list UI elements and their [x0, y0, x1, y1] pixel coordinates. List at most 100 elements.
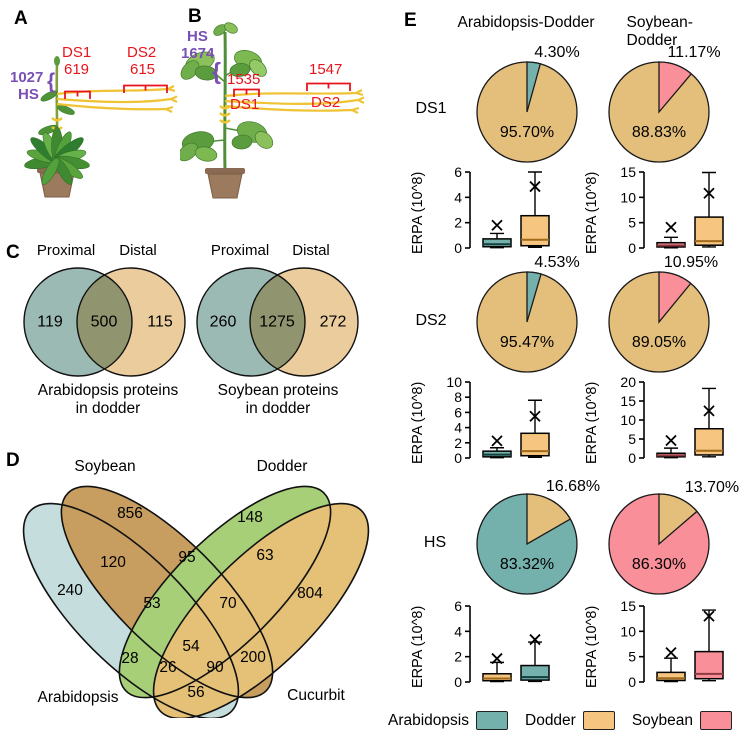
svg-text:10: 10: [620, 623, 636, 639]
svg-text:4: 4: [454, 623, 462, 639]
venn1-caption: Arabidopsis proteins in dodder: [37, 382, 179, 417]
panel-c-letter: C: [6, 242, 20, 263]
svg-text:0: 0: [454, 240, 462, 256]
pie-ds2-sd-slice-label: 10.95%: [663, 254, 719, 271]
panel-d-letter: D: [6, 450, 20, 471]
svg-text:10: 10: [620, 412, 636, 428]
pie-ds1-ad-slice-label: 4.30%: [534, 44, 580, 61]
svg-text:0: 0: [454, 450, 462, 466]
ds2-ad-y-axis-label: ERPA (10^8): [410, 381, 426, 465]
column-header-soybean-dodder: Soybean-Dodder: [626, 14, 693, 49]
hs-ad-y-axis-label: ERPA (10^8): [410, 605, 426, 689]
svg-text:5: 5: [628, 649, 636, 665]
venn2-right-set-label: Distal: [292, 242, 330, 259]
pie-ds1-sd-slice-label: 11.17%: [667, 44, 721, 61]
svg-text:15: 15: [620, 164, 636, 180]
venn1-right-set-label: Distal: [119, 242, 157, 259]
panel-a-ds1-bracket: [64, 90, 91, 99]
pie-ds2-sd-main-label: 89.05%: [631, 334, 687, 351]
pie-hs-sd-slice-label: 13.70%: [684, 479, 740, 496]
venn4-arab-cuc: 56: [187, 684, 204, 701]
legend-label-arabidopsis: Arabidopsis: [388, 711, 469, 729]
panel-b-ds2-label: DS2: [311, 94, 341, 111]
svg-text:15: 15: [620, 393, 636, 409]
boxplot-ds1-soybean-dodder: 0 5 10 15: [614, 164, 736, 267]
venn1-overlap-count: 500: [91, 314, 118, 331]
venn4-arab-dod-cuc: 26: [159, 659, 176, 676]
dodder-strands: [56, 85, 178, 113]
pie-ds1-sd-main-label: 88.83%: [631, 124, 687, 141]
panel-b-ds2-count: 1547: [309, 61, 343, 78]
svg-text:5: 5: [628, 431, 636, 447]
pie-chart-ds2-arabidopsis-dodder: [475, 270, 579, 374]
panel-a-ds2-label: DS2: [127, 44, 157, 61]
panel-b-ds1-label: DS1: [230, 96, 260, 113]
panel-a-hs-label: HS: [18, 86, 39, 103]
column-header-arabidopsis-dodder: Arabidopsis-Dodder: [457, 14, 595, 31]
venn4-arabidopsis-label: Arabidopsis: [37, 689, 119, 706]
legend: Arabidopsis Dodder Soybean: [388, 711, 748, 730]
arabidopsis-plant-illustration: [24, 56, 178, 198]
svg-text:15: 15: [620, 598, 636, 614]
svg-text:20: 20: [620, 374, 636, 390]
row-label-ds2: DS2: [415, 312, 447, 329]
boxplot-hs-soybean-dodder: 0 5 10 15: [614, 598, 736, 701]
pie-chart-ds1-soybean-dodder: [607, 60, 711, 164]
legend-item-soybean: Soybean: [632, 711, 733, 730]
panel-b-letter: B: [188, 6, 202, 27]
pie-ds1-ad-main-label: 95.70%: [499, 124, 555, 141]
legend-swatch-dodder: [582, 711, 615, 730]
boxplot-ds1-arabidopsis-dodder: 0 2 4 6: [440, 164, 562, 267]
venn2-overlap-count: 1275: [259, 314, 295, 331]
legend-label-dodder: Dodder: [525, 711, 576, 729]
panel-a-hs-count: 1027: [10, 69, 44, 86]
svg-text:4: 4: [454, 420, 462, 436]
pie-hs-sd-main-label: 86.30%: [631, 556, 687, 573]
venn4-arab-soy-cuc: 90: [206, 659, 224, 676]
svg-text:8: 8: [454, 389, 462, 405]
venn4-cucurbit-ellipse: [153, 503, 369, 718]
pie-chart-hs-soybean-dodder: [607, 492, 711, 596]
venn4-dod-cuc: 63: [256, 547, 273, 564]
svg-text:2: 2: [454, 215, 462, 231]
venn4-dodder-label: Dodder: [256, 458, 308, 475]
panel-a-ds1-count: 619: [64, 61, 90, 78]
venn4-arab-dod: 28: [121, 650, 138, 667]
venn4-arabidopsis-only: 240: [57, 582, 83, 599]
venn4-cucurbit-label: Cucurbit: [287, 687, 345, 704]
pie-chart-ds2-soybean-dodder: [607, 270, 711, 374]
svg-text:0: 0: [628, 674, 636, 690]
venn4-dodder-only: 148: [237, 509, 263, 526]
panel-b-hs-brace: {: [212, 58, 221, 84]
svg-text:6: 6: [454, 598, 462, 614]
svg-text:0: 0: [628, 240, 636, 256]
svg-text:2: 2: [454, 649, 462, 665]
panel-a-letter: A: [14, 8, 28, 29]
venn1-left-set-label: Proximal: [36, 242, 96, 259]
legend-item-dodder: Dodder: [525, 711, 615, 730]
four-set-venn-diagram: 856 148 240 804 120 95 63 53 70 28 54 26…: [22, 485, 370, 718]
venn4-cucurbit-only: 804: [297, 585, 323, 602]
panel-a-ds1-label: DS1: [62, 44, 92, 61]
venn1-right-count: 115: [147, 314, 173, 331]
pie-chart-ds1-arabidopsis-dodder: [475, 60, 579, 164]
ds1-sd-y-axis-label: ERPA (10^8): [584, 171, 600, 255]
pie-ds2-ad-main-label: 95.47%: [499, 334, 555, 351]
pie-hs-ad-main-label: 83.32%: [499, 556, 555, 573]
panel-b-ds1-count: 1535: [227, 71, 261, 88]
pie-hs-ad-slice-label: 16.68%: [545, 478, 601, 495]
two-set-venn-diagrams: 119 500 115 260 1275 272: [23, 267, 359, 377]
panel-b-hs-label: HS: [187, 28, 208, 45]
ds1-ad-y-axis-label: ERPA (10^8): [410, 171, 426, 255]
venn4-soybean-only: 856: [117, 505, 143, 522]
svg-text:6: 6: [454, 164, 462, 180]
pot-body-b: [207, 173, 243, 199]
svg-text:0: 0: [628, 450, 636, 466]
venn4-soybean-label: Soybean: [74, 458, 136, 475]
svg-text:10: 10: [620, 189, 636, 205]
pie-ds2-ad-slice-label: 4.53%: [534, 254, 580, 271]
svg-text:4: 4: [454, 189, 462, 205]
boxplot-hs-arabidopsis-dodder: 0 2 4 6: [440, 598, 562, 701]
legend-swatch-arabidopsis: [476, 711, 508, 730]
